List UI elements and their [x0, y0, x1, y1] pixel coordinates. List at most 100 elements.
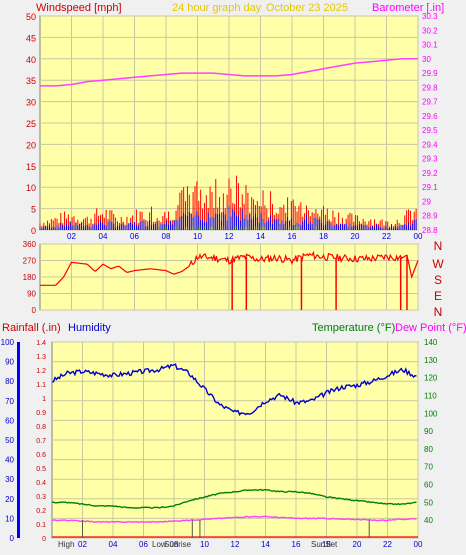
bottom-x-tick-label: 00	[414, 540, 423, 549]
humidity-tick-label: 70	[5, 397, 14, 406]
wind-direction-line	[40, 250, 419, 286]
rainfall-tick-label: 0.6	[36, 452, 46, 459]
bottom-x-tick-label: 10	[200, 540, 209, 549]
humidity-tick-label: 20	[5, 495, 14, 504]
barometer-line	[40, 58, 418, 87]
marker-sunrise: Sunrise	[164, 540, 192, 549]
bottom-x-tick-label: 18	[322, 540, 331, 549]
windspeed-tick-label: 45	[26, 33, 36, 43]
graph-title: 24 hour graph day	[172, 2, 262, 14]
barometer-tick-label: 29.5	[422, 126, 438, 135]
top-x-tick-label: 12	[225, 232, 234, 241]
rainfall-tick-label: 1.4	[36, 340, 46, 347]
humidity-tick-label: 80	[5, 377, 14, 386]
bottom-x-tick-label: 02	[78, 540, 87, 549]
top-x-tick-label: 20	[351, 232, 360, 241]
barometer-tick-label: 30.3	[422, 12, 438, 21]
temperature-line	[51, 488, 417, 509]
marker-low: Low	[152, 540, 167, 549]
windspeed-tick-label: 20	[26, 140, 36, 150]
temperature-tick-label: 50	[424, 498, 433, 507]
rainfall-tick-label: 1.1	[36, 382, 46, 389]
rainfall-tick-label: 1.2	[36, 368, 46, 375]
direction-tick-label: 180	[23, 273, 37, 282]
humidity-tick-label: 10	[5, 514, 14, 523]
top-x-tick-label: 10	[193, 232, 202, 241]
windspeed-tick-label: 25	[26, 119, 36, 129]
humidity-tick-label: 60	[5, 416, 14, 425]
humidity-tick-label: 50	[5, 436, 14, 445]
bottom-x-tick-label: 04	[109, 540, 118, 549]
temperature-tick-label: 90	[424, 427, 433, 436]
direction-tick-label: 270	[23, 257, 37, 266]
dewpoint-line	[51, 515, 417, 524]
rainfall-tick-label: 1	[42, 396, 46, 403]
rainfall-tick-label: 0.7	[36, 438, 46, 445]
humidity-tick-label: 0	[10, 534, 15, 543]
barometer-tick-label: 30.1	[422, 41, 438, 50]
compass-s: S	[434, 273, 442, 287]
direction-tick-label: 360	[23, 240, 37, 249]
bottom-x-tick-label: 06	[139, 540, 148, 549]
temperature-tick-label: 130	[424, 356, 438, 365]
rainfall-tick-label: 0.1	[36, 522, 46, 529]
top-x-tick-label: 18	[319, 232, 328, 241]
humidity-axis-label: Humidity	[68, 322, 111, 334]
temperature-tick-label: 140	[424, 338, 438, 347]
humidity-tick-label: 90	[5, 358, 14, 367]
top-x-tick-label: 02	[67, 232, 76, 241]
direction-tick-label: 90	[27, 290, 36, 299]
temperature-tick-label: 100	[424, 409, 438, 418]
barometer-tick-label: 29.4	[422, 140, 438, 149]
barometer-tick-label: 29.2	[422, 169, 438, 178]
barometer-tick-label: 29.1	[422, 183, 438, 192]
marker-sunset: SunSet	[311, 540, 338, 549]
temperature-tick-label: 120	[424, 374, 438, 383]
windspeed-tick-label: 10	[26, 183, 36, 193]
barometer-tick-label: 30.2	[422, 26, 438, 35]
temperature-tick-label: 80	[424, 445, 433, 454]
top-x-tick-label: 04	[99, 232, 108, 241]
humidity-line	[51, 363, 417, 417]
compass-w: W	[432, 257, 444, 271]
rainfall-tick-label: 0.3	[36, 494, 46, 501]
temperature-tick-label: 40	[424, 516, 433, 525]
barometer-tick-label: 29.3	[422, 155, 438, 164]
bottom-x-tick-label: 22	[383, 540, 392, 549]
marker-high: High	[58, 540, 74, 549]
humidity-tick-label: 30	[5, 475, 14, 484]
windspeed-tick-label: 5	[31, 205, 36, 215]
rainfall-axis-label: Rainfall (.in)	[2, 322, 61, 334]
temperature-axis-label: Temperature (°F)	[312, 322, 395, 334]
bottom-x-tick-label: 08	[170, 540, 179, 549]
barometer-axis-label: Barometer [.in]	[372, 2, 444, 14]
humidity-tick-label: 100	[1, 338, 15, 347]
rainfall-tick-label: 0.5	[36, 466, 46, 473]
bottom-x-tick-label: 12	[231, 540, 240, 549]
rainfall-tick-label: 0.8	[36, 424, 46, 431]
compass-e: E	[434, 289, 442, 303]
rainfall-tick-label: 0.9	[36, 410, 46, 417]
humidity-tick-label: 40	[5, 456, 14, 465]
barometer-tick-label: 29	[422, 197, 431, 206]
windspeed-tick-label: 15	[26, 162, 36, 172]
top-x-tick-label: 00	[414, 232, 423, 241]
top-x-tick-label: 16	[288, 232, 297, 241]
windspeed-tick-label: 35	[26, 76, 36, 86]
rainfall-tick-label: 0.2	[36, 508, 46, 515]
rainfall-tick-label: 1.3	[36, 354, 46, 361]
barometer-tick-label: 29.7	[422, 98, 438, 107]
temperature-tick-label: 70	[424, 463, 433, 472]
barometer-tick-label: 29.9	[422, 69, 438, 78]
windspeed-tick-label: 50	[26, 12, 36, 22]
barometer-tick-label: 30	[422, 55, 431, 64]
top-x-tick-label: 22	[382, 232, 391, 241]
bottom-x-tick-label: 16	[292, 540, 301, 549]
barometer-tick-label: 29.6	[422, 112, 438, 121]
bottom-x-tick-label: 14	[261, 540, 270, 549]
barometer-tick-label: 28.9	[422, 212, 438, 221]
windspeed-tick-label: 0	[31, 226, 36, 236]
windspeed-axis-label: Windspeed [mph]	[36, 2, 122, 14]
dewpoint-axis-label: Dew Point (°F)	[395, 322, 466, 334]
